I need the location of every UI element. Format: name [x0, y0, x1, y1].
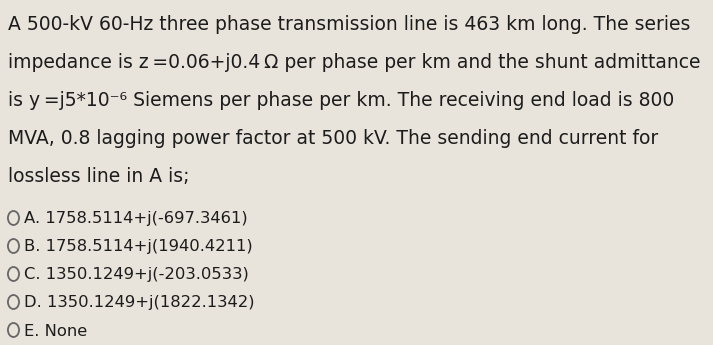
Text: lossless line in A is;: lossless line in A is; [8, 167, 190, 186]
Text: A. 1758.5114+j(-697.3461): A. 1758.5114+j(-697.3461) [24, 211, 247, 227]
Text: E. None: E. None [24, 324, 87, 338]
Text: A 500-kV 60-Hz three phase transmission line is 463 km long. The series: A 500-kV 60-Hz three phase transmission … [8, 15, 690, 34]
Text: C. 1350.1249+j(-203.0533): C. 1350.1249+j(-203.0533) [24, 267, 249, 283]
Text: impedance is z =0.06+j0.4 Ω per phase per km and the shunt admittance: impedance is z =0.06+j0.4 Ω per phase pe… [8, 53, 700, 72]
Text: D. 1350.1249+j(1822.1342): D. 1350.1249+j(1822.1342) [24, 296, 255, 311]
Text: is y =j5*10⁻⁶ Siemens per phase per km. The receiving end load is 800: is y =j5*10⁻⁶ Siemens per phase per km. … [8, 91, 674, 110]
Text: MVA, 0.8 lagging power factor at 500 kV. The sending end current for: MVA, 0.8 lagging power factor at 500 kV.… [8, 129, 658, 148]
Text: B. 1758.5114+j(1940.4211): B. 1758.5114+j(1940.4211) [24, 239, 252, 255]
